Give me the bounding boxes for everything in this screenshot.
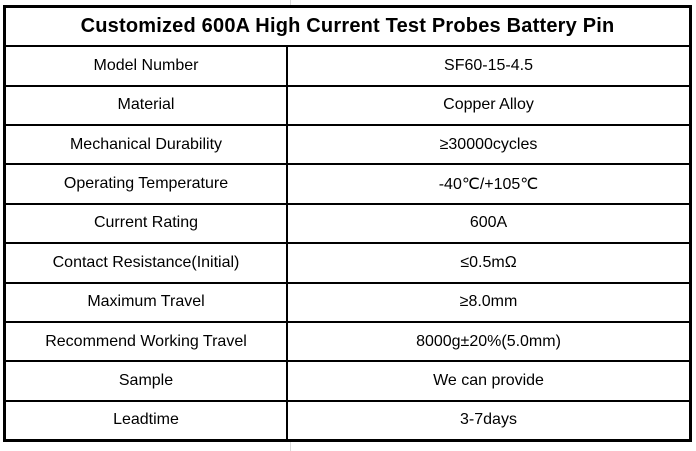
divider-artifact-bottom <box>290 442 291 451</box>
spec-row-current-rating: Current Rating 600A <box>6 204 689 245</box>
table-title: Customized 600A High Current Test Probes… <box>80 15 615 38</box>
spec-row-operating-temperature: Operating Temperature -40℃/+105℃ <box>6 165 689 205</box>
spec-row-recommend-working-travel: Recommend Working Travel 8000g±20%(5.0mm… <box>6 322 689 363</box>
spec-value: -40℃/+105℃ <box>438 176 539 194</box>
spec-label: Material <box>6 86 288 125</box>
spec-value: ≤0.5mΩ <box>460 253 517 271</box>
spec-label: Mechanical Durability <box>6 126 288 164</box>
spec-label: Maximum Travel <box>6 283 288 321</box>
spec-row-sample: Sample We can provide <box>6 362 689 402</box>
spec-row-leadtime: Leadtime 3-7days <box>6 401 689 439</box>
spec-value: Copper Alloy <box>443 96 534 114</box>
spec-label: Leadtime <box>6 401 288 439</box>
spec-label: Contact Resistance(Initial) <box>6 244 288 282</box>
divider-artifact-top <box>290 0 291 5</box>
spec-value: ≥30000cycles <box>439 135 538 153</box>
spec-label: Sample <box>6 362 288 400</box>
spec-value: We can provide <box>433 371 544 389</box>
spec-table: Customized 600A High Current Test Probes… <box>3 5 692 442</box>
spec-row-mechanical-durability: Mechanical Durability ≥30000cycles <box>6 126 689 166</box>
spec-value: 600A <box>469 214 508 232</box>
spec-label: Model Number <box>6 47 288 85</box>
spec-value: 8000g±20%(5.0mm) <box>416 332 561 350</box>
spec-value: 3-7days <box>460 411 517 429</box>
spec-label: Current Rating <box>6 204 288 243</box>
spec-row-model-number: Model Number SF60-15-4.5 <box>6 47 689 87</box>
spec-value: SF60-15-4.5 <box>444 57 533 75</box>
table-title-row: Customized 600A High Current Test Probes… <box>6 8 689 48</box>
spec-label: Operating Temperature <box>6 165 288 203</box>
spec-label: Recommend Working Travel <box>6 322 288 361</box>
spec-row-maximum-travel: Maximum Travel ≥8.0mm <box>6 283 689 323</box>
spec-row-material: Material Copper Alloy <box>6 86 689 127</box>
spec-value: ≥8.0mm <box>459 293 518 311</box>
spec-row-contact-resistance: Contact Resistance(Initial) ≤0.5mΩ <box>6 244 689 284</box>
